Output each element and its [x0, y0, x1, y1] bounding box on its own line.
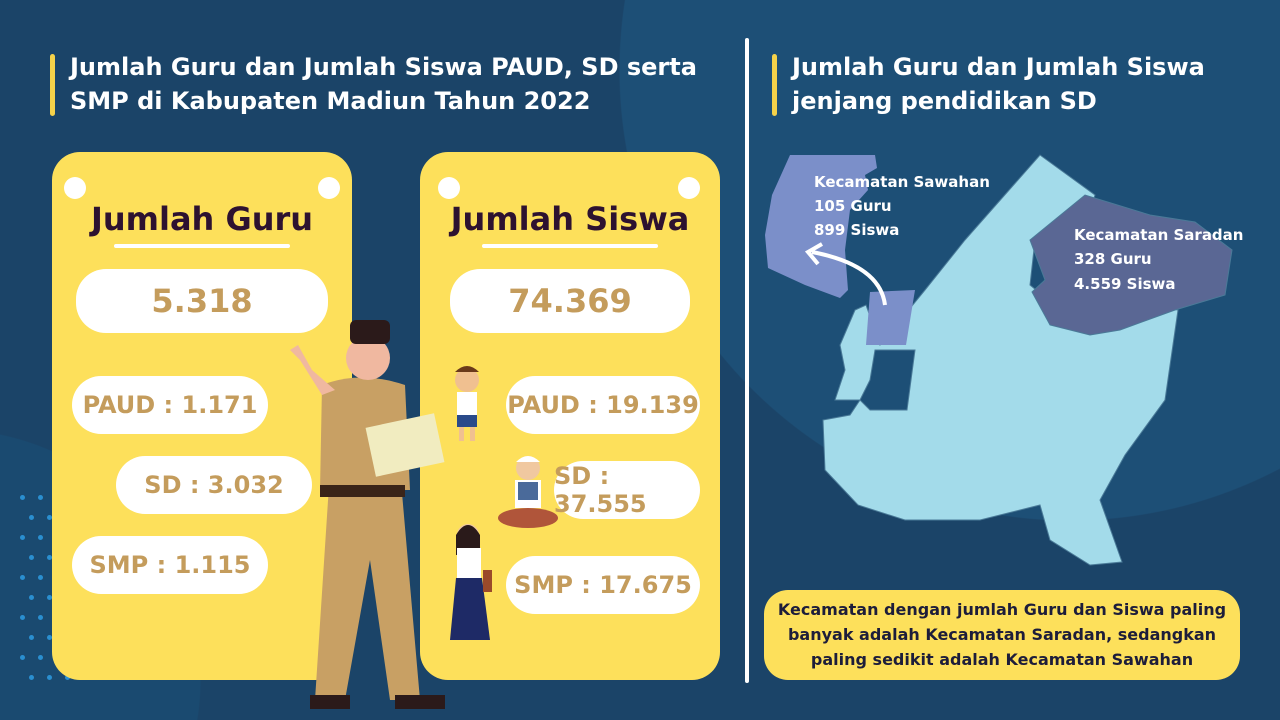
sawahan-guru: 105 Guru: [814, 197, 892, 215]
dot: [20, 495, 25, 500]
saradan-siswa: 4.559 Siswa: [1074, 275, 1176, 293]
guru-heading: Jumlah Guru: [90, 200, 314, 238]
guru-paud: PAUD : 1.171: [72, 376, 268, 434]
note-line: banyak adalah Kecamatan Saradan, sedangk…: [787, 625, 1217, 644]
sawahan-siswa: 899 Siswa: [814, 221, 899, 239]
dot: [20, 655, 25, 660]
student-sd-illustration: [498, 456, 558, 528]
guru-sd: SD : 3.032: [116, 456, 312, 514]
map-region-saradan: [1029, 194, 1233, 336]
saradan-name: Kecamatan Saradan: [1074, 226, 1243, 244]
dot: [47, 515, 52, 520]
dot: [20, 535, 25, 540]
card-hole: [678, 177, 700, 199]
conclusion-note: Kecamatan dengan jumlah Guru dan Siswa p…: [764, 590, 1240, 680]
dot: [29, 675, 34, 680]
dot: [47, 555, 52, 560]
siswa-total: 74.369: [450, 269, 690, 333]
map-region-sawahan-small: [866, 290, 915, 345]
saradan-guru: 328 Guru: [1074, 250, 1152, 268]
dot: [47, 595, 52, 600]
dot: [38, 535, 43, 540]
dot: [38, 655, 43, 660]
student-smp-illustration: [450, 524, 492, 640]
dot: [38, 575, 43, 580]
title-line: Jumlah Guru dan Jumlah Siswa PAUD, SD se…: [70, 53, 697, 81]
title-line: jenjang pendidikan SD: [792, 87, 1097, 115]
map-region-sawahan: [765, 155, 877, 298]
guru-smp: SMP : 1.115: [72, 536, 268, 594]
dot: [38, 615, 43, 620]
title-line: SMP di Kabupaten Madiun Tahun 2022: [70, 87, 591, 115]
dot: [29, 635, 34, 640]
dot: [38, 495, 43, 500]
guru-total: 5.318: [76, 269, 328, 333]
dot: [29, 595, 34, 600]
right-title: Jumlah Guru dan Jumlah Siswa jenjang pen…: [772, 50, 1205, 118]
student-paud-illustration: [455, 366, 479, 441]
siswa-sd: SD : 37.555: [554, 461, 700, 519]
note-line: paling sedikit adalah Kecamatan Sawahan: [810, 650, 1194, 669]
dot: [20, 575, 25, 580]
card-hole: [438, 177, 460, 199]
siswa-heading: Jumlah Siswa: [450, 200, 690, 238]
heading-underline: [482, 244, 658, 248]
siswa-paud: PAUD : 19.139: [506, 376, 700, 434]
dot: [20, 615, 25, 620]
heading-underline: [114, 244, 290, 248]
sawahan-name: Kecamatan Sawahan: [814, 173, 990, 191]
title-line: Jumlah Guru dan Jumlah Siswa: [792, 53, 1205, 81]
note-line: Kecamatan dengan jumlah Guru dan Siswa p…: [777, 600, 1227, 619]
dot: [47, 635, 52, 640]
section-divider: [745, 38, 749, 683]
card-hole: [64, 177, 86, 199]
teacher-illustration: [290, 320, 445, 709]
dot: [29, 555, 34, 560]
dot: [47, 675, 52, 680]
left-title: Jumlah Guru dan Jumlah Siswa PAUD, SD se…: [50, 50, 697, 118]
siswa-smp: SMP : 17.675: [506, 556, 700, 614]
guru-card: Jumlah Guru 5.318 PAUD : 1.171 SD : 3.03…: [52, 152, 352, 680]
card-hole: [318, 177, 340, 199]
dot: [29, 515, 34, 520]
arrow-icon: [811, 250, 887, 306]
